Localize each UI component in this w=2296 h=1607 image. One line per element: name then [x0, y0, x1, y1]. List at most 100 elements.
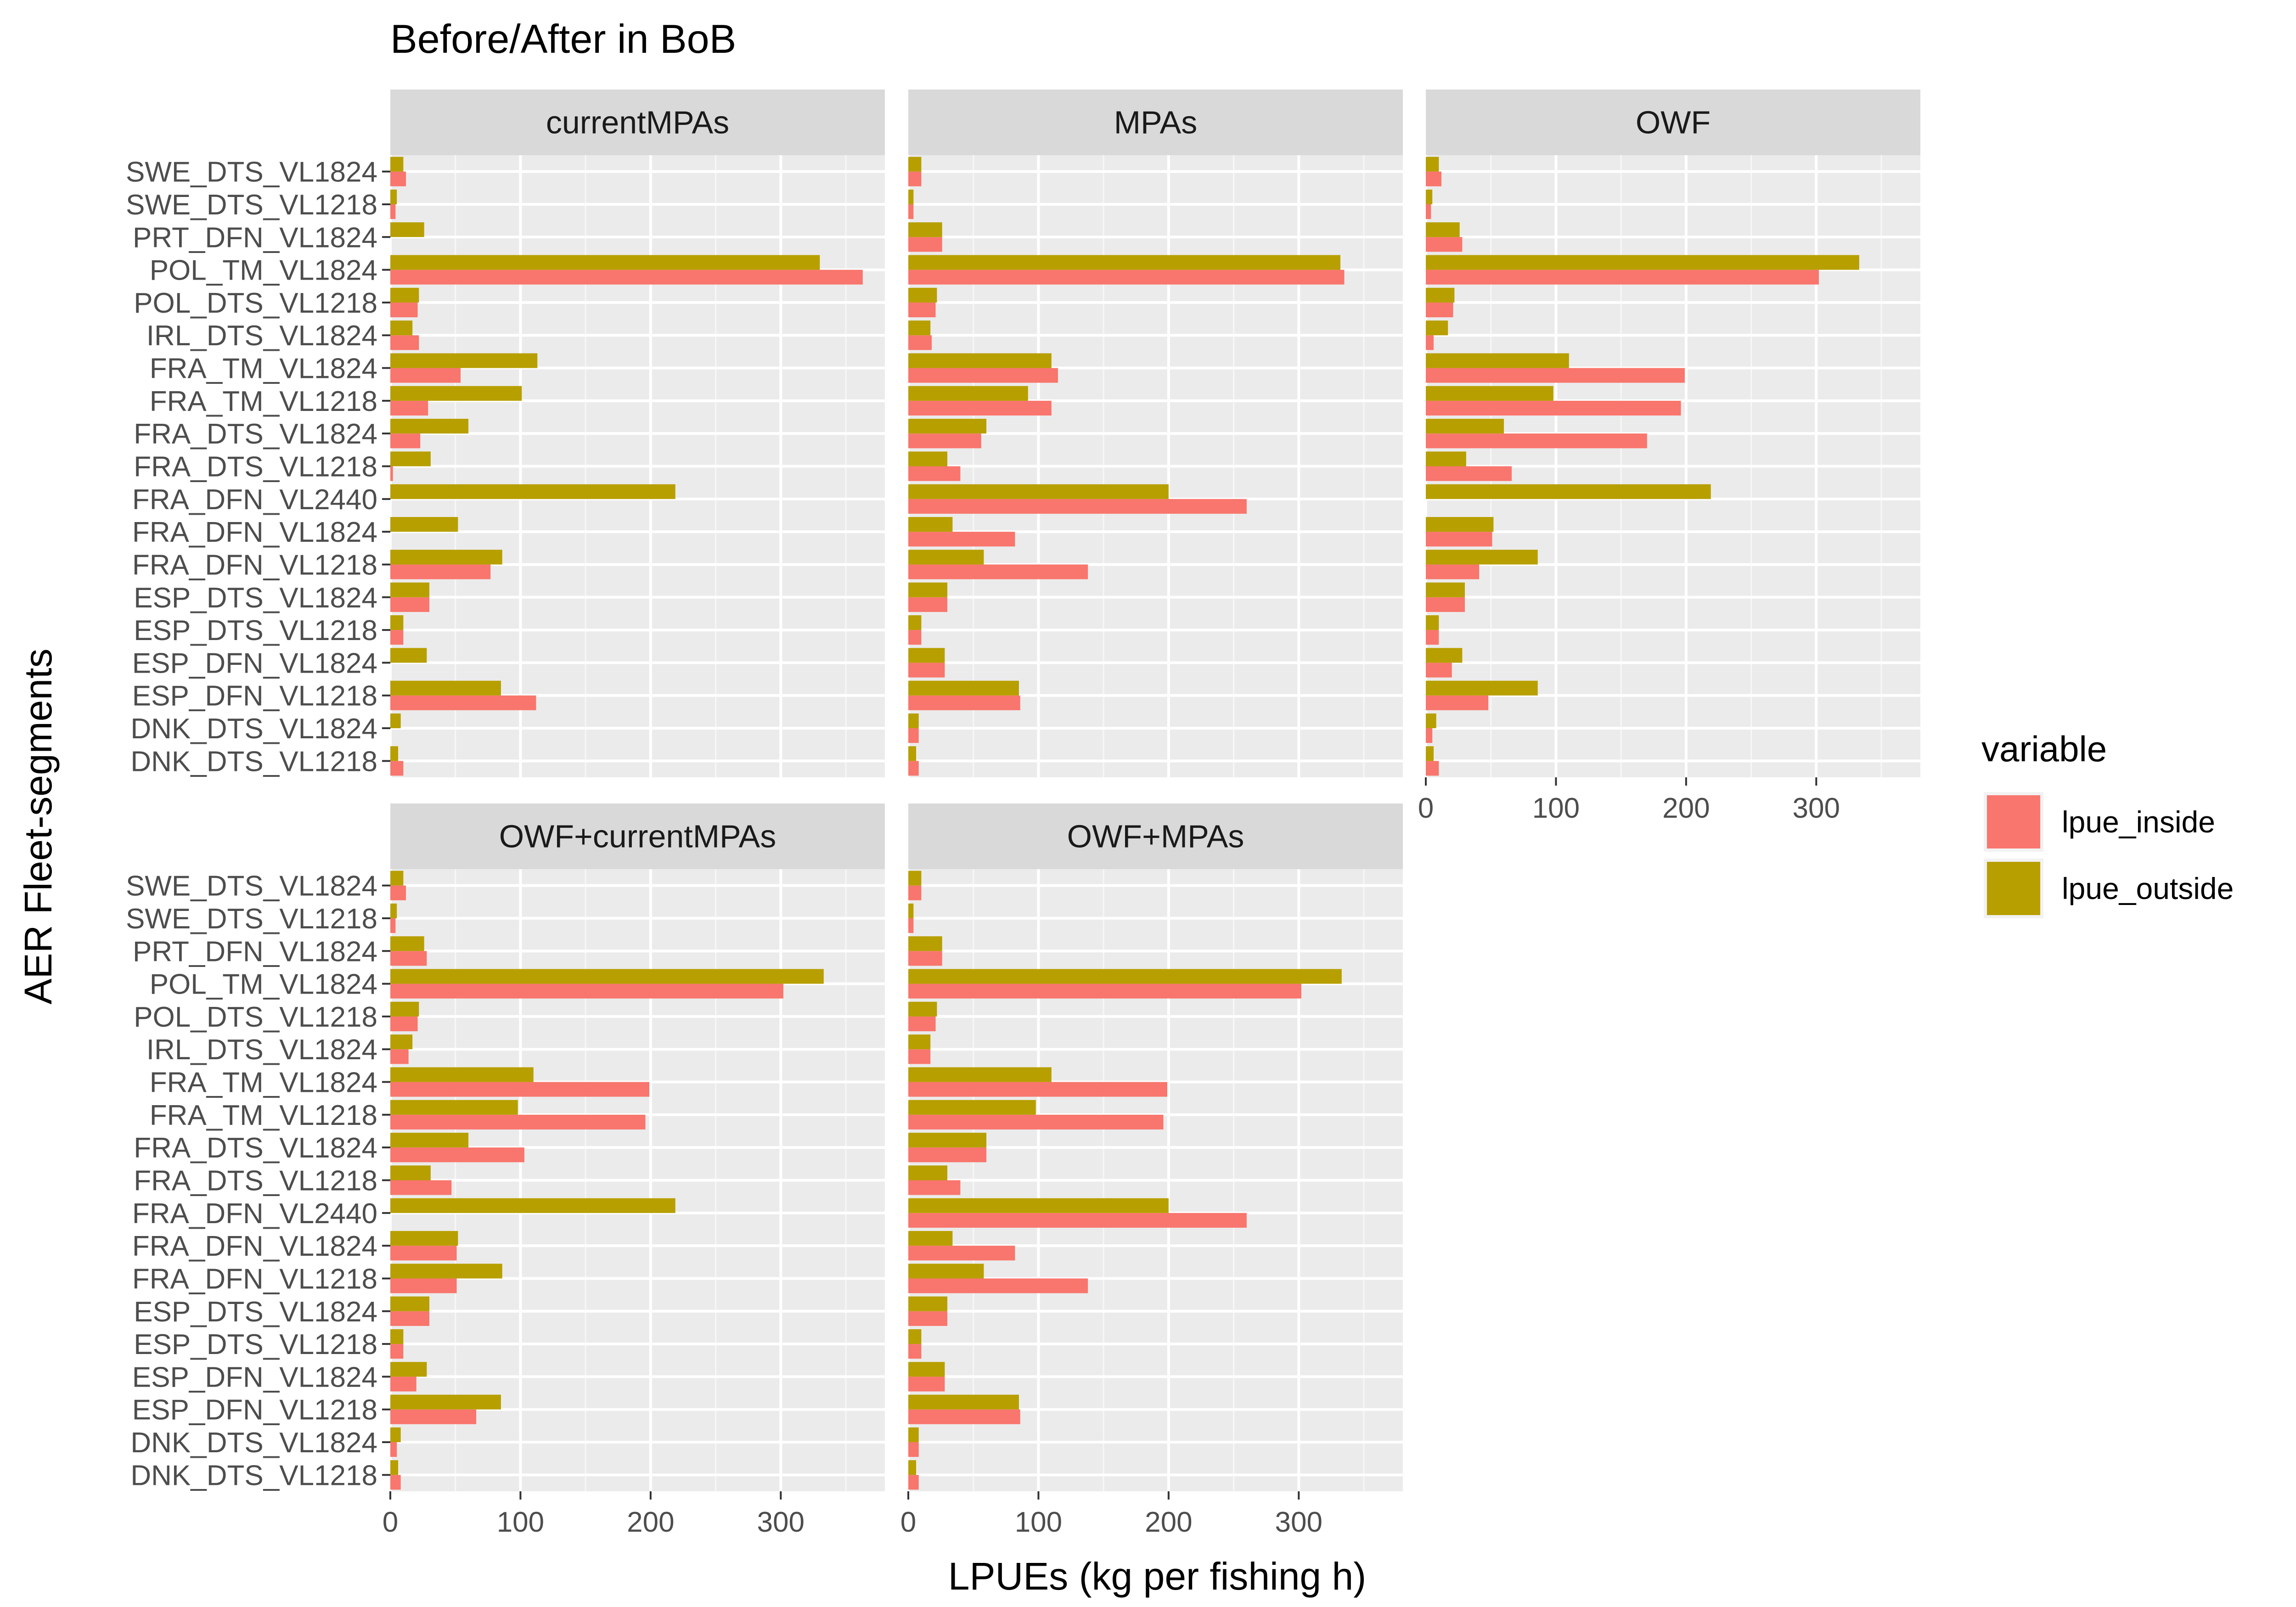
- bar-lpue-outside: [908, 484, 1169, 499]
- bar-lpue-outside: [390, 1427, 401, 1443]
- bar-lpue-outside: [908, 969, 1342, 984]
- x-tick-label: 300: [1275, 1506, 1322, 1538]
- bar-lpue-inside: [390, 400, 428, 416]
- y-tick-label: FRA_DTS_VL1218: [134, 1165, 377, 1197]
- bar-lpue-outside: [1426, 255, 1859, 270]
- facet-strip: [908, 804, 1403, 869]
- bar-lpue-outside: [390, 1165, 431, 1180]
- bar-lpue-outside: [908, 386, 1028, 401]
- bar-lpue-outside: [390, 680, 501, 696]
- bar-lpue-outside: [1426, 386, 1553, 401]
- bar-lpue-outside: [390, 222, 424, 237]
- bar-lpue-outside: [1426, 648, 1463, 663]
- bar-lpue-inside: [908, 499, 1247, 514]
- y-tick-label: POL_TM_VL1824: [150, 969, 377, 1000]
- legend-key-lpue-inside: [1987, 795, 2040, 848]
- bar-lpue-outside: [390, 451, 431, 466]
- bar-lpue-outside: [908, 1394, 1019, 1410]
- y-tick-label: ESP_DTS_VL1218: [134, 615, 377, 646]
- bar-lpue-inside: [1426, 237, 1463, 252]
- y-tick-label: DNK_DTS_VL1218: [130, 1460, 377, 1491]
- bar-lpue-inside: [390, 630, 404, 645]
- bar-lpue-outside: [390, 1133, 469, 1148]
- facet-strip-label: OWF+currentMPAs: [499, 819, 777, 854]
- bar-lpue-inside: [908, 1049, 931, 1064]
- bar-lpue-outside: [908, 936, 942, 951]
- bar-lpue-outside: [908, 1034, 931, 1050]
- bar-lpue-outside: [390, 517, 458, 532]
- bar-lpue-inside: [390, 1049, 409, 1064]
- bar-lpue-outside: [390, 1394, 501, 1410]
- bar-lpue-outside: [908, 1067, 1052, 1082]
- y-tick-label: PRT_DFN_VL1824: [133, 222, 377, 253]
- bar-lpue-inside: [390, 1016, 418, 1032]
- bar-lpue-inside: [908, 433, 981, 449]
- y-axis-label: AER Fleet-segments: [17, 649, 60, 1005]
- bar-lpue-inside: [908, 1475, 919, 1490]
- legend-label: lpue_inside: [2062, 805, 2215, 839]
- bar-lpue-inside: [908, 1344, 922, 1359]
- bar-lpue-inside: [908, 728, 919, 743]
- x-axis-label: LPUEs (kg per fishing h): [948, 1555, 1366, 1598]
- y-tick-label: DNK_DTS_VL1824: [130, 713, 377, 745]
- bar-lpue-outside: [908, 871, 922, 886]
- y-tick-label: ESP_DFN_VL1218: [132, 1394, 377, 1426]
- y-tick-label: PRT_DFN_VL1824: [133, 936, 377, 967]
- bar-lpue-outside: [390, 1296, 430, 1311]
- bar-lpue-inside: [908, 1213, 1247, 1228]
- bar-lpue-inside: [1426, 630, 1439, 645]
- bar-lpue-outside: [1426, 550, 1538, 565]
- bar-lpue-inside: [1426, 728, 1433, 743]
- bar-lpue-outside: [390, 484, 675, 499]
- facet-panel: currentMPAsSWE_DTS_VL1824SWE_DTS_VL1218P…: [126, 90, 885, 777]
- x-tick-label: 200: [1145, 1506, 1192, 1538]
- bar-lpue-outside: [1426, 353, 1569, 368]
- bar-lpue-outside: [908, 517, 953, 532]
- bar-lpue-inside: [1426, 761, 1439, 776]
- bar-lpue-inside: [390, 1377, 416, 1392]
- bar-lpue-inside: [908, 1180, 961, 1195]
- bar-lpue-inside: [390, 1409, 477, 1424]
- bar-lpue-inside: [390, 466, 393, 481]
- bar-lpue-outside: [908, 1296, 948, 1311]
- bar-lpue-inside: [390, 1311, 430, 1326]
- facet-panel: OWF+MPAs 0 100 200 300: [900, 804, 1403, 1538]
- bar-lpue-inside: [1426, 400, 1681, 416]
- bar-lpue-inside: [908, 564, 1088, 579]
- bar-lpue-outside: [908, 746, 917, 761]
- bar-lpue-inside: [390, 1082, 650, 1097]
- bar-lpue-outside: [908, 680, 1019, 696]
- bar-lpue-inside: [390, 597, 430, 612]
- bar-lpue-outside: [908, 1100, 1036, 1115]
- bar-lpue-inside: [1426, 171, 1442, 186]
- y-tick-label: SWE_DTS_VL1218: [126, 189, 377, 221]
- bar-lpue-outside: [1426, 419, 1504, 434]
- bar-lpue-outside: [390, 1329, 404, 1344]
- bar-lpue-inside: [1426, 466, 1512, 481]
- bar-lpue-inside: [908, 1147, 987, 1163]
- bar-lpue-outside: [908, 1001, 937, 1017]
- bar-lpue-outside: [390, 550, 502, 565]
- bar-lpue-outside: [908, 713, 919, 729]
- bar-lpue-outside: [390, 1067, 534, 1082]
- bar-lpue-inside: [390, 761, 404, 776]
- facet-panel: OWF+currentMPAs SWE_DTS_VL1824SWE_DTS_VL1…: [126, 804, 885, 1538]
- y-tick-label: FRA_DFN_VL1218: [132, 549, 377, 581]
- bar-lpue-inside: [390, 270, 863, 285]
- bar-lpue-outside: [1426, 615, 1439, 630]
- y-tick-label: FRA_DFN_VL1824: [132, 1231, 377, 1262]
- y-tick-label: FRA_TM_VL1824: [150, 353, 377, 385]
- y-tick-label: DNK_DTS_VL1824: [130, 1427, 377, 1459]
- bar-lpue-outside: [908, 1362, 945, 1377]
- bar-lpue-outside: [390, 1460, 399, 1475]
- bar-lpue-outside: [1426, 517, 1494, 532]
- bar-lpue-outside: [908, 582, 948, 597]
- bar-lpue-outside: [390, 648, 427, 663]
- bar-lpue-inside: [908, 885, 922, 900]
- bar-lpue-inside: [390, 918, 396, 933]
- bar-lpue-inside: [908, 237, 942, 252]
- bar-lpue-inside: [1426, 532, 1492, 547]
- bar-lpue-inside: [390, 1147, 524, 1163]
- bar-lpue-outside: [908, 1460, 917, 1475]
